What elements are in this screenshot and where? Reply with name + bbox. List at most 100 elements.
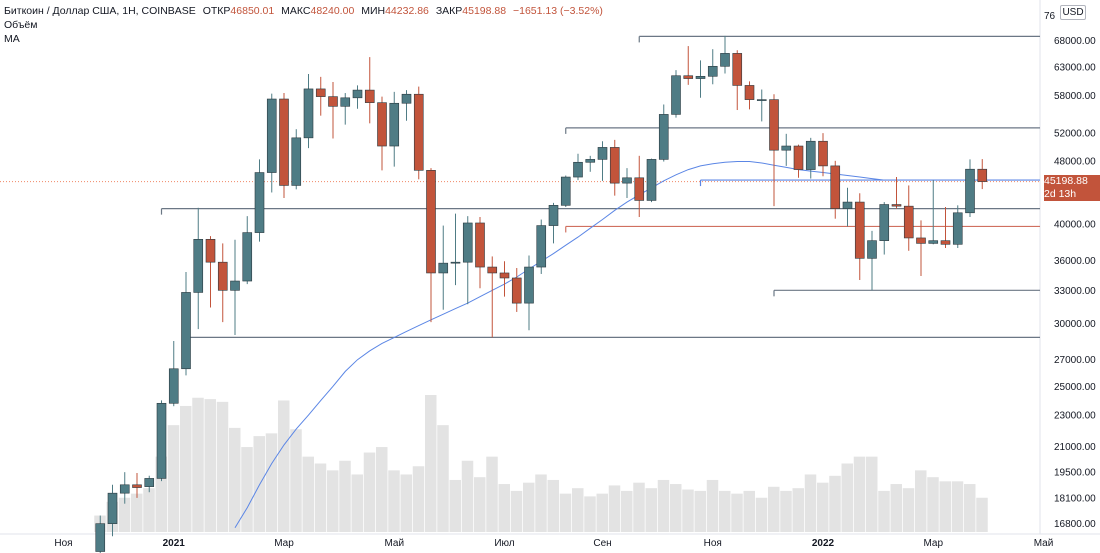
candle-down [634,177,645,201]
price-tick-label: 23000.00 [1054,411,1096,422]
candle-down [609,147,620,184]
candle-up [107,492,118,524]
candle-down [830,165,841,209]
price-tick-label: 19500.00 [1054,468,1096,479]
candle-down [377,102,387,147]
price-tick-label-partial: 76 [1044,11,1056,22]
volume-bar [376,447,388,532]
ma-indicator-label[interactable]: МА [4,33,20,45]
price-tick-label: 52000.00 [1054,129,1096,140]
candle-up [756,99,767,101]
legend-ohlc-row: Биткоин / Доллар США, 1Н, COINBASE ОТКР4… [4,4,603,18]
low-value: 44232.86 [385,5,429,17]
price-axis: 16800.00 18100.00 19500.00 21000.00 23000.00… [1044,11,1096,530]
volume-bar [204,399,216,532]
volume-bar [510,490,523,532]
volume-bar [633,482,645,532]
candle-up [401,93,412,104]
time-tick-label: Май [1034,538,1054,549]
price-tick-label: 68000.00 [1054,36,1096,47]
volume-bar [657,479,670,532]
time-tick-label: Ноя [54,538,72,549]
volume-bar [670,484,682,532]
candle-up [952,212,963,245]
volume-indicator-label[interactable]: Объём [4,19,38,31]
price-tick-label: 58000.00 [1054,91,1096,102]
candle-down [511,277,522,304]
candle-down [854,201,865,259]
volume-bar [768,486,780,532]
current-price-tag: 45198.88 2d 13h [1040,174,1100,201]
volume-bar [412,466,425,532]
candle-up [266,98,277,173]
volume-bar [939,481,951,532]
candle-down [279,98,289,186]
volume-bar [559,493,572,532]
candle-up [597,147,608,160]
volume-bar [216,401,229,532]
current-price-value: 45198.88 [1044,174,1100,188]
volume-bar [474,477,486,532]
candle-down [744,85,755,100]
price-tick-label: 30000.00 [1054,319,1096,330]
volume-bar [817,482,829,532]
time-tick-label: Мар [274,538,294,549]
candle-up [352,89,363,99]
volume-bar [694,490,706,532]
time-tick-label: Мар [923,538,943,549]
candle-down [903,205,914,239]
candle-up [622,177,632,184]
candle-up [524,266,534,304]
candle-up [548,205,559,226]
candle-up [707,65,718,77]
candle-up [156,402,167,479]
candle-down [769,99,779,151]
candle-down [818,140,828,167]
candle-up [646,159,657,201]
volume-bar [265,433,278,532]
close-label: ЗАКР [435,5,463,17]
volume-bar [719,490,731,532]
price-tick-label: 21000.00 [1054,442,1096,453]
volume-bar [180,405,192,532]
volume-bar [363,452,376,532]
volume-bar [584,496,596,532]
open-value: 46850.01 [230,5,275,17]
volume-bar [866,456,878,532]
time-tick-label: 2022 [812,538,835,549]
candle-down [475,222,485,268]
price-tick-label: 27000.00 [1054,355,1096,366]
candle-up [389,102,400,147]
time-tick-label: Май [384,538,404,549]
volume-bar [841,463,853,532]
volume-bar [608,485,621,532]
currency-button[interactable]: USD [1060,5,1086,20]
volume-bar [425,395,437,532]
volume-bar [253,436,265,532]
volume-bar [192,397,204,532]
candle-up [867,240,877,259]
high-label: МАКС [281,5,311,17]
symbol-title[interactable]: Биткоин / Доллар США, 1Н, COINBASE [4,5,196,17]
candle-up [168,368,179,404]
volume-bar [915,470,927,532]
candle-down [426,170,436,274]
price-tick-label: 36000.00 [1054,256,1096,267]
candle-down [977,168,988,182]
candle-down [132,484,142,488]
volume-bar [572,488,584,532]
volume-bar [351,474,363,532]
candle-up [928,240,939,244]
price-tick-label: 48000.00 [1054,156,1096,167]
volume-bar [621,490,633,532]
candle-down [940,240,951,245]
candle-down [217,261,228,291]
candle-up [573,161,583,178]
candle-up [193,239,204,293]
candle-up [805,140,816,170]
candle-up [658,114,669,160]
candle-up [144,478,155,487]
volume-bar [645,488,657,532]
volume-bar [596,493,608,532]
